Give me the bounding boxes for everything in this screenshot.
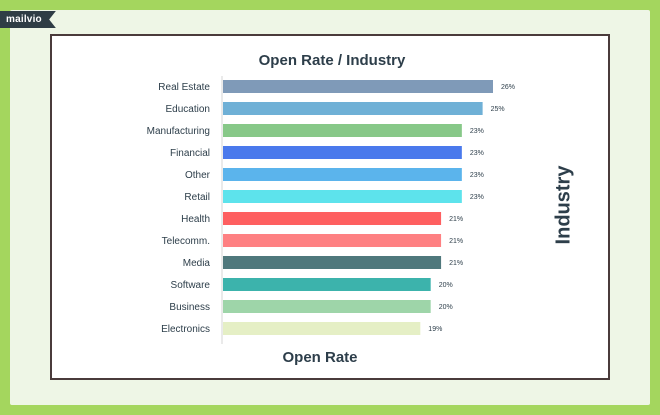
bar-electronics (223, 322, 421, 335)
category-label-electronics: Electronics (161, 324, 210, 335)
category-label-software: Software (171, 280, 211, 291)
category-label-real-estate: Real Estate (158, 82, 210, 93)
bar-media (223, 256, 442, 269)
value-label-financial: 23% (470, 150, 484, 157)
value-label-health: 21% (449, 216, 463, 223)
bar-real-estate (223, 80, 493, 93)
value-label-education: 25% (491, 106, 505, 113)
bar-financial (223, 146, 462, 159)
x-axis-label: Open Rate (282, 349, 358, 366)
value-label-real-estate: 26% (501, 84, 515, 91)
value-label-telecomm: 21% (449, 238, 463, 245)
category-label-manufacturing: Manufacturing (147, 126, 210, 137)
value-label-retail: 23% (470, 194, 484, 201)
bar-retail (223, 190, 462, 203)
category-label-other: Other (185, 170, 211, 181)
category-label-health: Health (181, 214, 210, 225)
category-label-telecomm: Telecomm. (162, 236, 210, 247)
bar-telecomm (223, 234, 442, 247)
y-axis-label: Industry (552, 165, 575, 245)
value-label-media: 21% (449, 260, 463, 267)
bar-other (223, 168, 462, 181)
category-label-retail: Retail (184, 192, 210, 203)
bar-chart: Real Estate 26% Education 25% Manufacturing 2… (147, 76, 515, 344)
chart-card: Open Rate / Industry Real Estate 26% Educa… (50, 34, 610, 380)
bar-software (223, 278, 431, 291)
value-label-electronics: 19% (428, 326, 442, 333)
value-label-manufacturing: 23% (470, 128, 484, 135)
bar-manufacturing (223, 124, 462, 137)
chart-title: Open Rate / Industry (258, 52, 406, 69)
category-label-education: Education (166, 104, 210, 115)
bar-health (223, 212, 442, 225)
mailvio-logo: mailvio (0, 11, 56, 28)
bar-business (223, 300, 431, 313)
value-label-other: 23% (470, 172, 484, 179)
category-label-business: Business (169, 302, 210, 313)
value-label-software: 20% (439, 282, 453, 289)
category-label-financial: Financial (170, 148, 210, 159)
bar-education (223, 102, 483, 115)
category-label-media: Media (183, 258, 211, 269)
value-label-business: 20% (439, 304, 453, 311)
